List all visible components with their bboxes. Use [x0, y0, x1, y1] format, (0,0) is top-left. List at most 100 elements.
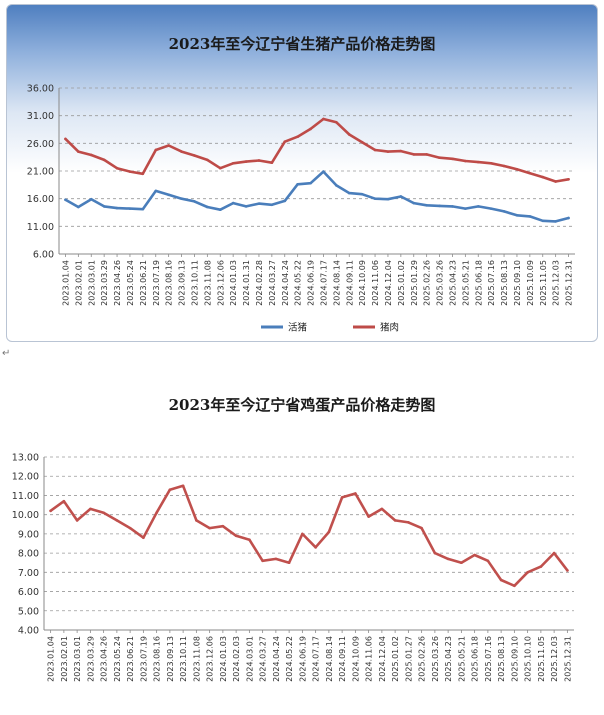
- pork-data-point: [360, 192, 364, 196]
- egg-y-tick-label: 9.00: [18, 529, 39, 540]
- egg-data-point: [499, 578, 503, 582]
- egg-x-tick-label: 2025.04.23: [444, 636, 453, 682]
- egg-data-point: [102, 511, 105, 515]
- egg-data-point: [274, 557, 278, 561]
- pork-data-point: [193, 154, 196, 157]
- pork-data-point: [360, 140, 364, 144]
- pork-x-tick-label: 2024.03.27: [268, 260, 277, 306]
- pork-y-tick-label: 21.00: [27, 167, 54, 178]
- pork-data-point: [283, 199, 287, 203]
- pork-y-tick-label: 11.00: [27, 222, 54, 233]
- pork-data-point: [464, 207, 467, 210]
- pork-data-point: [386, 150, 390, 153]
- pork-x-tick-label: 2025.12.03: [552, 260, 561, 306]
- egg-data-point: [234, 534, 238, 538]
- egg-data-point: [433, 551, 437, 555]
- egg-x-tick-label: 2023.01.04: [47, 636, 56, 682]
- pork-data-point: [154, 148, 158, 152]
- egg-data-point: [380, 507, 384, 511]
- pork-data-point: [77, 150, 80, 153]
- egg-x-tick-label: 2023.06.21: [126, 636, 135, 682]
- pork-x-tick-label: 2023.11.08: [203, 260, 212, 306]
- egg-x-tick-label: 2024.09.11: [338, 636, 347, 682]
- pork-x-tick-label: 2025.03.26: [436, 260, 445, 306]
- egg-data-point: [367, 515, 370, 518]
- pork-data-point: [167, 144, 170, 147]
- pork-data-point: [476, 160, 480, 164]
- egg-chart-title: 2023年至今辽宁省鸡蛋产品价格走势图: [168, 396, 436, 414]
- pork-data-point: [541, 219, 545, 223]
- egg-data-point: [221, 524, 225, 528]
- pork-data-point: [528, 171, 532, 175]
- pork-series-line-0: [64, 170, 570, 223]
- egg-x-tick-label: 2024.04.24: [272, 636, 281, 682]
- pork-data-point: [244, 160, 248, 163]
- pork-chart-panel: 2023年至今辽宁省生猪产品价格走势图 36.00 31.00 26.00 21.00…: [6, 4, 598, 342]
- pork-data-point: [180, 197, 183, 200]
- pork-data-point: [464, 159, 467, 163]
- pork-data-point: [154, 189, 158, 193]
- egg-data-point: [486, 559, 490, 563]
- pork-x-tick-label: 2023.08.16: [165, 260, 174, 306]
- pork-data-point: [296, 182, 299, 186]
- pork-data-point: [489, 207, 493, 210]
- egg-chart-svg: 13.00 12.00 11.00 10.00 9.00 8.00 7.00 6.00 5.00…: [12, 453, 574, 682]
- pork-data-point: [89, 197, 93, 201]
- pork-x-tick-label: 2024.10.09: [358, 260, 367, 306]
- pork-data-point: [476, 205, 480, 208]
- egg-x-tick-label: 2024.03.27: [259, 636, 268, 682]
- pork-x-tick-label: 2025.02.26: [423, 260, 432, 306]
- egg-y-tick-label: 13.00: [12, 453, 39, 464]
- pork-data-point: [141, 172, 145, 176]
- egg-data-point: [314, 546, 317, 549]
- egg-x-tick-label: 2025.01.27: [404, 636, 413, 682]
- egg-x-tick-label: 2023.05.24: [113, 636, 122, 682]
- pork-x-tick-label: 2024.06.19: [307, 260, 316, 306]
- pork-data-point: [77, 205, 80, 209]
- egg-x-tick-label: 2025.12.03: [550, 636, 559, 682]
- egg-x-tick-label: 2025.05.21: [457, 636, 466, 682]
- egg-x-tick-label: 2023.08.16: [153, 636, 162, 682]
- egg-data-point: [526, 571, 529, 574]
- egg-data-point: [393, 519, 397, 522]
- egg-x-tick-label: 2025.03.26: [431, 636, 440, 682]
- egg-x-tick-label: 2023.10.11: [179, 636, 188, 682]
- pork-x-tick-label: 2025.01.02: [397, 260, 406, 306]
- egg-data-point: [407, 521, 410, 524]
- pork-data-point: [451, 205, 454, 208]
- pork-x-tick-label: 2023.07.19: [152, 260, 161, 306]
- pork-data-point: [206, 205, 209, 209]
- pork-legend-label: 猪肉: [380, 322, 399, 334]
- pork-x-tick-label: 2025.12.31: [565, 260, 574, 306]
- pork-data-point: [554, 220, 557, 223]
- egg-data-point: [89, 507, 92, 511]
- pork-x-tick-label: 2023.01.04: [61, 260, 70, 306]
- egg-x-tick-label: 2024.02.03: [232, 636, 241, 682]
- pork-x-tick-label: 2023.12.06: [216, 260, 225, 306]
- egg-x-tick-label: 2024.12.04: [378, 636, 387, 682]
- pork-x-tick-label: 2024.07.17: [319, 260, 328, 306]
- pork-data-point: [64, 198, 67, 202]
- egg-y-tick-label: 10.00: [12, 510, 39, 521]
- pork-x-tick-label: 2025.09.10: [513, 260, 522, 306]
- pork-data-point: [218, 208, 222, 212]
- pork-data-point: [502, 210, 506, 213]
- pork-x-tick-label: 2023.10.11: [190, 260, 199, 306]
- pork-data-point: [309, 181, 312, 185]
- egg-y-tick-label: 4.00: [18, 626, 39, 637]
- pork-y-tick-label: 6.00: [33, 250, 54, 261]
- pork-x-tick-label: 2024.01.31: [242, 260, 251, 306]
- egg-x-tick-label: 2024.08.14: [325, 636, 334, 682]
- pork-data-point: [309, 127, 312, 131]
- egg-data-point: [287, 561, 291, 565]
- pork-data-point: [128, 207, 132, 210]
- egg-data-point: [155, 511, 158, 515]
- pork-data-point: [167, 193, 170, 197]
- pork-data-point: [218, 166, 222, 170]
- pork-x-tick-label: 2024.02.28: [255, 260, 264, 306]
- egg-x-tick-label: 2023.09.13: [166, 636, 175, 682]
- egg-data-point: [248, 538, 251, 541]
- pork-data-point: [425, 204, 428, 207]
- egg-x-tick-label: 2023.02.01: [60, 636, 69, 682]
- pork-data-point: [554, 180, 557, 183]
